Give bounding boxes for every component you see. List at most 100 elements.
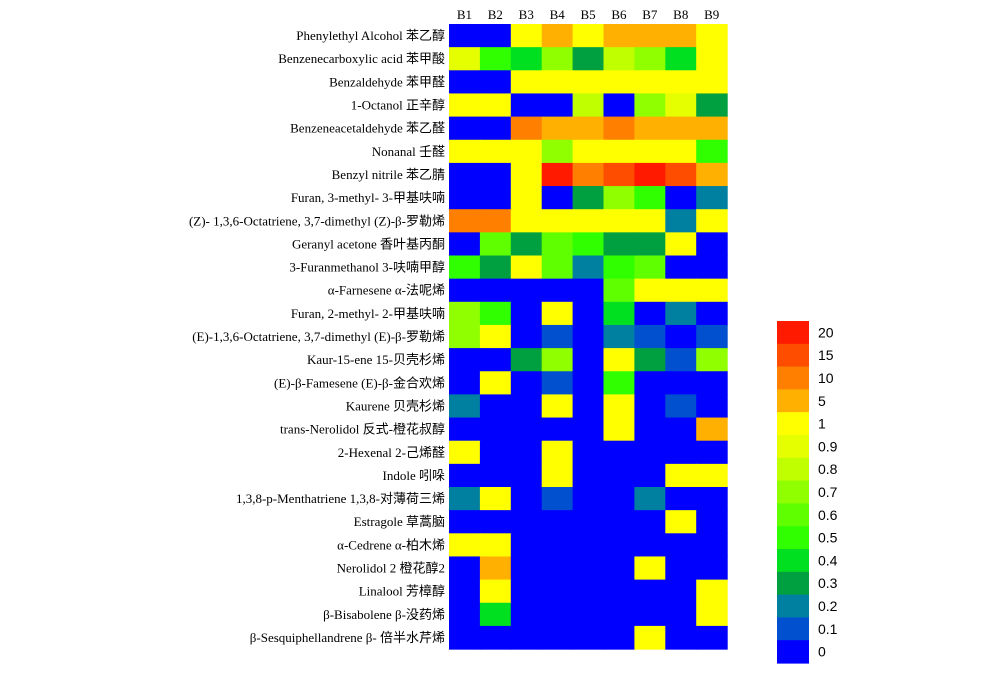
- heatmap-cell: [479, 209, 512, 233]
- heatmap-cell: [603, 510, 635, 534]
- heatmap-cell: [541, 232, 574, 257]
- heatmap-cell: [510, 324, 543, 349]
- heatmap-cell: [634, 440, 666, 465]
- heatmap-cell: [603, 394, 635, 419]
- legend-swatch: [777, 617, 809, 641]
- heatmap-cell: [572, 209, 605, 233]
- heatmap-cell: [449, 278, 481, 303]
- heatmap-cell: [449, 463, 481, 488]
- legend-tick-label: 20: [818, 324, 834, 340]
- heatmap-cell: [603, 93, 635, 118]
- heatmap-cell: [634, 533, 666, 558]
- heatmap-cell: [696, 47, 728, 71]
- heatmap-cell: [603, 348, 635, 372]
- heatmap-cell: [479, 301, 512, 326]
- heatmap-cell: [479, 440, 512, 465]
- column-label-b5: B5: [580, 7, 595, 22]
- row-label: Nerolidol 2 橙花醇2: [337, 561, 445, 576]
- heatmap-cell: [634, 602, 666, 627]
- legend-swatch: [777, 366, 809, 390]
- heatmap-cell: [603, 162, 635, 187]
- row-label: Benzenecarboxylic acid 苯甲酸: [278, 51, 445, 66]
- row-label: Benzyl nitrile 苯乙腈: [332, 167, 445, 182]
- heatmap-cell: [696, 556, 728, 581]
- heatmap-cell: [603, 24, 635, 48]
- heatmap-cell: [510, 139, 543, 164]
- heatmap-cell: [603, 186, 635, 210]
- legend-tick-label: 0.6: [818, 507, 838, 523]
- row-label: β-Bisabolene β-没药烯: [323, 607, 445, 622]
- heatmap-cell: [603, 579, 635, 604]
- heatmap-cell: [449, 394, 481, 419]
- heatmap-cell: [541, 371, 574, 395]
- legend-swatch: [777, 457, 809, 482]
- heatmap-cell: [665, 186, 697, 210]
- heatmap-cell: [572, 255, 605, 280]
- legend-tick-label: 0.7: [818, 484, 838, 500]
- heatmap-cell: [510, 209, 543, 233]
- heatmap-cell: [665, 579, 697, 604]
- column-label-b8: B8: [673, 7, 688, 22]
- heatmap-cell: [572, 602, 605, 627]
- legend-tick-label: 0.8: [818, 461, 838, 477]
- heatmap-cell: [510, 24, 543, 48]
- heatmap-cell: [479, 162, 512, 187]
- row-label: Nonanal 壬醛: [372, 144, 445, 159]
- heatmap-cell: [449, 209, 481, 233]
- heatmap-cell: [634, 255, 666, 280]
- heatmap-cell: [634, 162, 666, 187]
- heatmap-cell: [665, 602, 697, 627]
- legend-tick-label: 1: [818, 416, 826, 432]
- heatmap-cell: [665, 533, 697, 558]
- heatmap-cell: [572, 463, 605, 488]
- heatmap-cell: [510, 301, 543, 326]
- row-label: Kaur-15-ene 15-贝壳杉烯: [307, 352, 445, 367]
- heatmap-cell: [541, 139, 574, 164]
- heatmap-cell: [572, 324, 605, 349]
- heatmap-cell: [510, 579, 543, 604]
- heatmap-cell: [696, 93, 728, 118]
- column-label-b1: B1: [457, 7, 472, 22]
- row-label: trans-Nerolidol 反式-橙花叔醇: [280, 422, 445, 437]
- heatmap-cell: [696, 625, 728, 650]
- heatmap-cell: [510, 417, 543, 442]
- heatmap-cell: [572, 70, 605, 95]
- legend-tick-label: 0.3: [818, 575, 838, 591]
- heatmap-cell: [449, 162, 481, 187]
- heatmap-cell: [696, 162, 728, 187]
- column-label-b3: B3: [519, 7, 534, 22]
- row-label: Geranyl acetone 香叶基丙酮: [292, 236, 445, 251]
- heatmap-cell: [665, 47, 697, 71]
- heatmap-cell: [696, 510, 728, 534]
- heatmap-cell: [696, 324, 728, 349]
- heatmap-cell: [572, 186, 605, 210]
- heatmap-cell: [510, 394, 543, 419]
- heatmap-cell: [479, 510, 512, 534]
- heatmap-cell: [572, 440, 605, 465]
- heatmap-cell: [603, 371, 635, 395]
- heatmap-cell: [541, 394, 574, 419]
- heatmap-cell: [603, 139, 635, 164]
- heatmap-cell: [634, 232, 666, 257]
- legend-swatch: [777, 321, 809, 345]
- heatmap-cell: [572, 139, 605, 164]
- heatmap-cell: [603, 324, 635, 349]
- legend-tick-label: 0.9: [818, 438, 838, 454]
- heatmap-cell: [541, 348, 574, 372]
- heatmap-cell: [665, 556, 697, 581]
- heatmap-cell: [510, 278, 543, 303]
- heatmap-cell: [510, 348, 543, 372]
- heatmap-cell: [449, 70, 481, 95]
- heatmap-cell: [541, 510, 574, 534]
- heatmap-cell: [603, 440, 635, 465]
- heatmap-cell: [696, 116, 728, 141]
- heatmap-cell: [449, 348, 481, 372]
- heatmap-cell: [449, 24, 481, 48]
- column-label-b7: B7: [642, 7, 658, 22]
- heatmap-cell: [696, 394, 728, 419]
- heatmap-cell: [696, 301, 728, 326]
- heatmap-cell: [479, 70, 512, 95]
- heatmap-cell: [665, 139, 697, 164]
- heatmap-cell: [541, 579, 574, 604]
- heatmap-cell: [603, 487, 635, 511]
